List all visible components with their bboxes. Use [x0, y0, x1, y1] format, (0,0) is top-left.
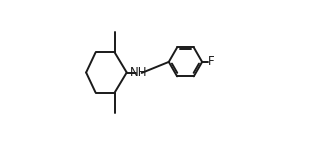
- Text: F: F: [207, 55, 214, 68]
- Text: NH: NH: [130, 66, 148, 79]
